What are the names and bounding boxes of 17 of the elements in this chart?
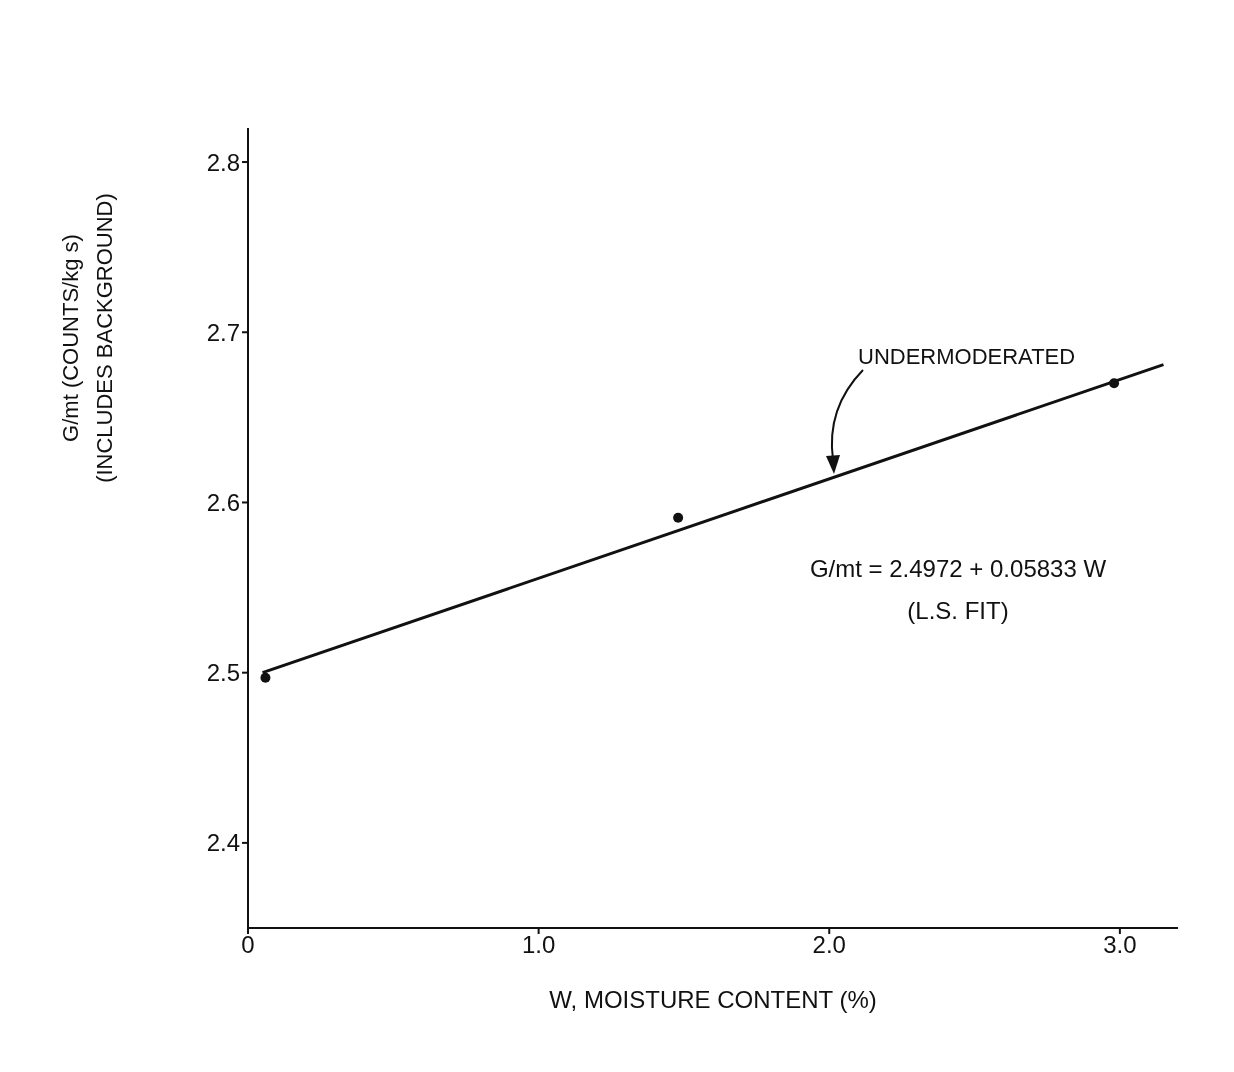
y-tick-label: 2.7 (206, 318, 240, 346)
x-axis-title: W, MOISTURE CONTENT (%) (549, 986, 877, 1013)
x-tick-label: 2.0 (812, 931, 846, 959)
y-tick-label: 2.4 (206, 829, 240, 857)
point (673, 512, 684, 523)
x-tick-label: 1.0 (521, 931, 556, 959)
y-tick-label: 2.6 (206, 488, 240, 516)
annotation: (L.S. FIT) (906, 596, 1010, 626)
annotation: UNDERMODERATED (858, 344, 1076, 370)
y-tick-label: 2.5 (206, 659, 240, 687)
y-tick-label: 2.8 (206, 148, 240, 176)
y-axis-title: G/mt (COUNTS/kg s) (INCLUDES BACKGROUND) (57, 193, 118, 483)
point (260, 672, 271, 683)
x-tick-label: 3.0 (1103, 931, 1137, 959)
x-tick-label: 0 (241, 931, 255, 959)
point (1109, 378, 1120, 389)
annotation: G/mt = 2.4972 + 0.05833 W (808, 554, 1108, 584)
